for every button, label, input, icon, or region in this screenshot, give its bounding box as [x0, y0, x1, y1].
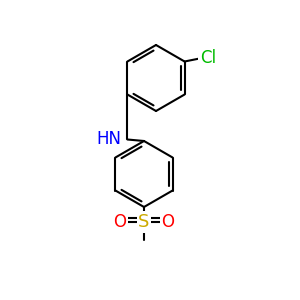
Text: O: O [161, 213, 175, 231]
Text: HN: HN [96, 130, 122, 148]
Text: O: O [113, 213, 127, 231]
Text: Cl: Cl [200, 50, 216, 68]
Text: S: S [138, 213, 150, 231]
